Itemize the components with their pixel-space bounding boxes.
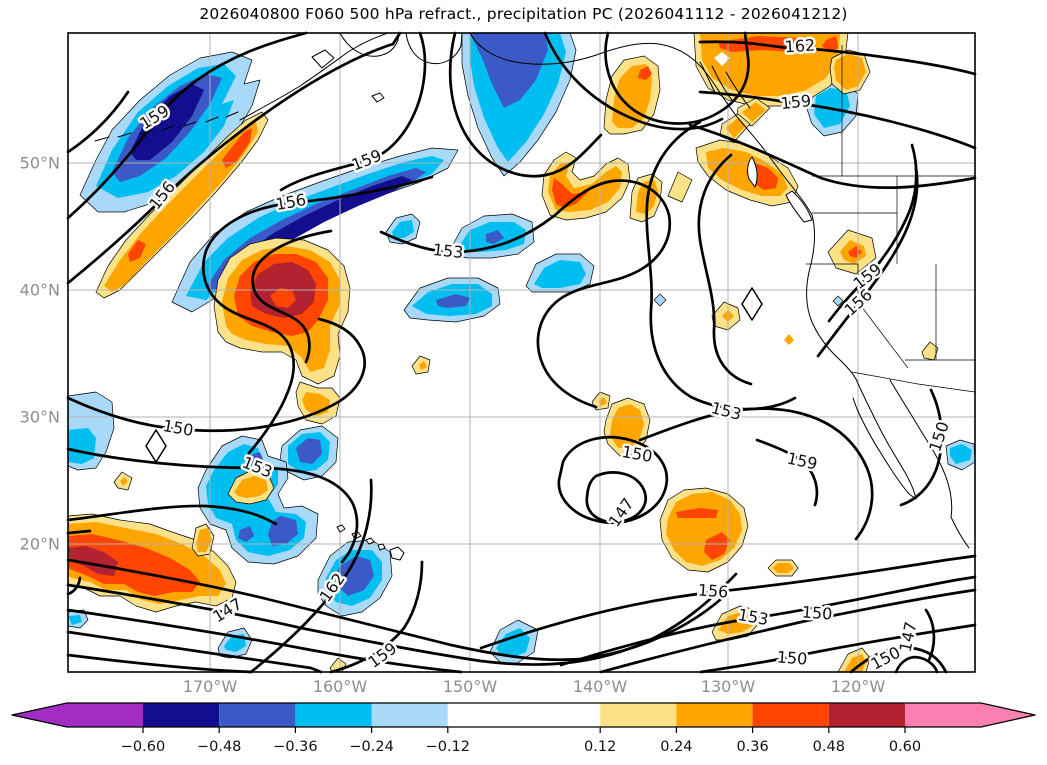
colorbar-segment-1: [143, 703, 220, 727]
contour-label-150: 150: [776, 647, 808, 668]
contour-label-147: 147: [605, 494, 638, 530]
contour-label-162: 162: [784, 35, 816, 56]
baja-california: [852, 378, 917, 500]
colorbar-segment-4: [371, 703, 448, 727]
contour-label-153: 153: [432, 240, 464, 262]
empty-diamond-contour: [145, 429, 167, 463]
colorbar-tick-label-0.36: 0.36: [736, 739, 768, 755]
kodiak-island: [311, 49, 335, 69]
colorbar-tick-label-−0.60: −0.60: [121, 739, 165, 755]
contour-label-153: 153: [709, 398, 743, 424]
pc-positive-main-max: [213, 237, 351, 425]
x-tick-label-170°W: 170°W: [183, 677, 238, 696]
x-tick-label-150°W: 150°W: [443, 677, 498, 696]
contour-label-150: 150: [161, 416, 194, 440]
y-tick-label-40°N: 40°N: [20, 281, 60, 300]
pc-negative-bering-band: [79, 51, 261, 213]
refractivity-contours: [66, 31, 977, 674]
pc-negative-central-blobs: [385, 213, 844, 323]
cook-inlet: [339, 32, 463, 65]
us-west-coast: [806, 214, 857, 380]
colorbar-tick-label-0.12: 0.12: [584, 739, 616, 755]
colorbar-tick-label-−0.12: −0.12: [426, 739, 470, 755]
contour-label-150: 150: [801, 602, 833, 623]
colorbar-tick-label-0.60: 0.60: [889, 739, 921, 755]
colorbar: −0.60 −0.48 −0.36 −0.24 −0.12 0.12 0.24 0.36 0.4…: [11, 702, 1036, 755]
colorbar-tick-label-−0.48: −0.48: [197, 739, 241, 755]
contour-label-156: 156: [697, 580, 729, 601]
pc-negative-gulf-alaska: [461, 32, 577, 177]
political-borders: [806, 45, 976, 393]
colorbar-tick-label-0.48: 0.48: [813, 739, 845, 755]
x-tick-label-140°W: 140°W: [573, 677, 628, 696]
colorbar-segment-5: [447, 703, 601, 727]
pc-positive-small-marks: [113, 229, 939, 491]
mexico-mainland-coast: [889, 379, 970, 549]
alaska-peninsula: [239, 32, 389, 121]
empty-diamond-contour: [741, 287, 763, 321]
colorbar-segment-9: [828, 703, 905, 727]
map-frame: [67, 32, 976, 673]
colorbar-outline: [11, 702, 1036, 728]
axis-tick-labels: 170°W 160°W 150°W 140°W 130°W 120°W 50°N 40°N 30…: [20, 154, 886, 697]
chart-title: 2026040800 F060 500 hPa refract., precip…: [199, 5, 848, 23]
colorbar-tick-label-0.24: 0.24: [660, 739, 692, 755]
ak-islet: [371, 92, 385, 103]
colorbar-segment-7: [676, 703, 753, 727]
pc-negative-left-30n: [67, 391, 115, 471]
pc-positive-sw-max: [67, 469, 275, 613]
x-tick-label-130°W: 130°W: [701, 677, 756, 696]
big-island: [389, 546, 405, 561]
colorbar-segment-8: [752, 703, 829, 727]
contour-label-150: 150: [620, 442, 653, 466]
colorbar-segment-2: [219, 703, 296, 727]
pc-positive-nw-band: [95, 111, 269, 299]
colorbar-segment-0: [12, 703, 143, 727]
pc-negative-baja: [945, 439, 976, 471]
colorbar-tick-label-−0.36: −0.36: [273, 739, 317, 755]
y-tick-label-30°N: 30°N: [20, 408, 60, 427]
vancouver-island: [785, 190, 813, 223]
colorbar-segment-6: [600, 703, 677, 727]
gulf-of-alaska-coast: [469, 32, 813, 216]
graticule: [68, 33, 975, 672]
se-alaska-fjords: [699, 61, 751, 109]
colorbar-segment-3: [295, 703, 372, 727]
pc-shaded-regions: [67, 32, 976, 673]
colorbar-tick-label-−0.24: −0.24: [349, 739, 393, 755]
haida-gwaii: [747, 156, 758, 188]
y-tick-label-50°N: 50°N: [20, 154, 60, 173]
contour-label-159: 159: [785, 449, 819, 474]
pc-negative-hawaii: [317, 539, 393, 617]
y-tick-label-20°N: 20°N: [20, 535, 60, 554]
pc-positive-center-south: [329, 397, 871, 673]
contour-label-159: 159: [364, 639, 400, 672]
pc-negative-small-south: [67, 609, 539, 665]
x-tick-label-160°W: 160°W: [313, 677, 368, 696]
contour-label-159: 159: [780, 91, 812, 113]
colorbar-segment-10: [905, 703, 1035, 727]
x-tick-label-120°W: 120°W: [831, 677, 886, 696]
